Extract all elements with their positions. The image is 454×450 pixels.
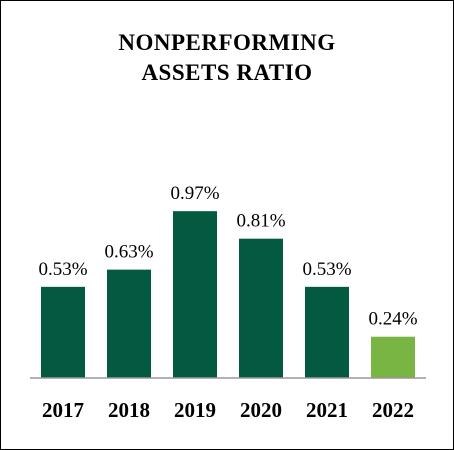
bar-2020 — [239, 238, 283, 378]
value-label-2017: 0.53% — [38, 259, 87, 280]
bar-2018 — [107, 269, 151, 378]
x-tick-2018: 2018 — [108, 398, 150, 422]
value-label-2021: 0.53% — [302, 259, 351, 280]
value-label-2019: 0.97% — [170, 183, 219, 204]
value-label-2020: 0.81% — [236, 211, 285, 232]
x-tick-2021: 2021 — [306, 398, 348, 422]
value-labels: 0.53% 0.63% 0.97% 0.81% 0.53% 0.24% — [38, 183, 417, 330]
x-tick-2019: 2019 — [174, 398, 216, 422]
bar-2019 — [173, 211, 217, 378]
chart-title-line-2: ASSETS RATIO — [141, 60, 312, 85]
x-tick-2020: 2020 — [240, 398, 282, 422]
bar-2017 — [41, 286, 85, 378]
x-tick-2017: 2017 — [42, 398, 84, 422]
value-label-2022: 0.24% — [368, 309, 417, 330]
chart-title-line-1: NONPERFORMING — [118, 30, 335, 55]
x-tick-2022: 2022 — [372, 398, 414, 422]
bars — [41, 211, 415, 378]
value-label-2018: 0.63% — [104, 242, 153, 263]
bar-2021 — [305, 286, 349, 378]
x-tick-labels: 2017 2018 2019 2020 2021 2022 — [42, 398, 414, 422]
bar-2022 — [371, 336, 415, 378]
